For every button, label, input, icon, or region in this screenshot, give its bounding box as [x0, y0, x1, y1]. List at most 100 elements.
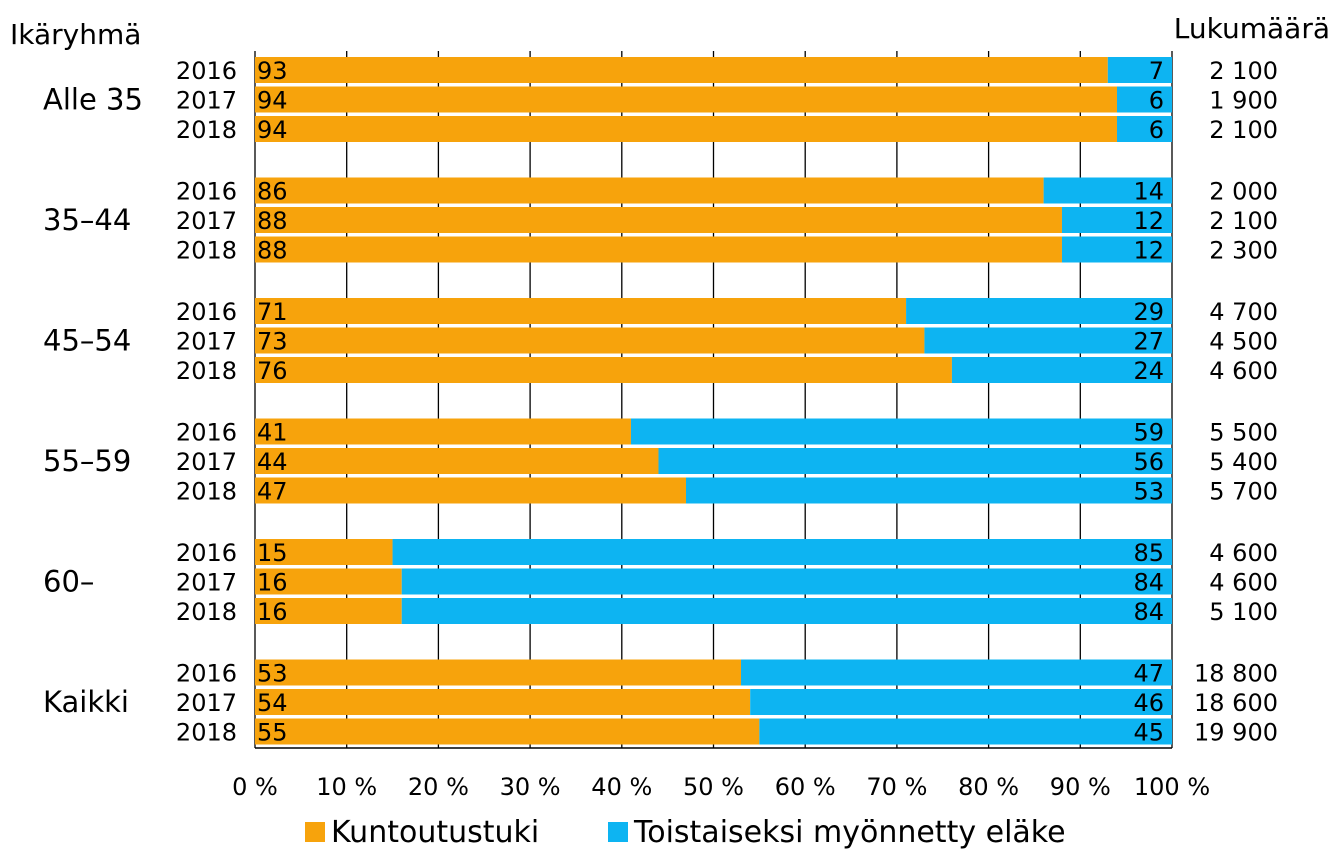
value-label-toistaiseksi: 59 — [1133, 419, 1164, 447]
year-label: 2017 — [176, 448, 237, 476]
year-label: 2018 — [176, 357, 237, 385]
count-label: 2 100 — [1209, 57, 1278, 85]
legend-swatch-toistaiseksi — [608, 822, 628, 842]
value-label-toistaiseksi: 84 — [1133, 598, 1164, 626]
count-label: 19 900 — [1194, 719, 1278, 747]
bar-segment-kuntoutustuki — [255, 236, 1062, 263]
count-label: 5 400 — [1209, 448, 1278, 476]
group-label: 35–44 — [43, 203, 131, 237]
value-label-kuntoutustuki: 94 — [257, 87, 288, 115]
value-label-toistaiseksi: 24 — [1133, 357, 1164, 385]
count-label: 5 500 — [1209, 419, 1278, 447]
count-label: 2 100 — [1209, 207, 1278, 235]
bar-segment-kuntoutustuki — [255, 659, 742, 686]
value-label-toistaiseksi: 53 — [1133, 478, 1164, 506]
bar-segment-toistaiseksi — [951, 357, 1172, 383]
year-label: 2016 — [176, 178, 237, 206]
value-label-kuntoutustuki: 16 — [257, 569, 288, 597]
value-label-toistaiseksi: 6 — [1149, 87, 1164, 115]
bar-segment-toistaiseksi — [685, 477, 1172, 504]
bar-segment-toistaiseksi — [750, 689, 1172, 715]
year-label: 2017 — [176, 207, 237, 235]
bar-segment-toistaiseksi — [401, 568, 1173, 595]
bar-segment-toistaiseksi — [906, 298, 1172, 324]
value-label-toistaiseksi: 47 — [1133, 660, 1164, 688]
bars — [255, 57, 1173, 745]
bar-segment-toistaiseksi — [1061, 236, 1172, 263]
value-label-kuntoutustuki: 76 — [257, 357, 288, 385]
count-label: 5 700 — [1209, 478, 1278, 506]
x-tick-label: 30 % — [500, 773, 561, 801]
bar-segment-kuntoutustuki — [255, 207, 1062, 233]
value-label-kuntoutustuki: 15 — [257, 539, 288, 567]
year-label: 2018 — [176, 116, 237, 144]
bar-segment-kuntoutustuki — [255, 327, 925, 354]
year-label: 2016 — [176, 660, 237, 688]
year-label: 2017 — [176, 328, 237, 356]
value-label-kuntoutustuki: 44 — [257, 448, 288, 476]
year-label: 2016 — [176, 298, 237, 326]
group-label: 55–59 — [43, 444, 131, 478]
value-label-toistaiseksi: 27 — [1133, 328, 1164, 356]
value-label-toistaiseksi: 46 — [1133, 689, 1164, 717]
x-axis: 0 % 10 % 20 % 30 % 40 % 50 % 60 % 70 % 80 % 90 % 1… — [232, 747, 1210, 801]
bar-segment-kuntoutustuki — [255, 357, 952, 383]
year-label: 2016 — [176, 57, 237, 85]
value-label-toistaiseksi: 12 — [1133, 237, 1164, 265]
bar-segment-kuntoutustuki — [255, 177, 1044, 204]
bar-segment-toistaiseksi — [1116, 86, 1172, 113]
value-label-kuntoutustuki: 16 — [257, 598, 288, 626]
bar-segment-toistaiseksi — [759, 718, 1172, 745]
bar-segment-kuntoutustuki — [255, 116, 1117, 142]
year-label: 2016 — [176, 419, 237, 447]
value-label-kuntoutustuki: 88 — [257, 207, 288, 235]
legend-label-toistaiseksi: Toistaiseksi myönnetty eläke — [634, 814, 1066, 850]
value-label-kuntoutustuki: 71 — [257, 298, 288, 326]
bar-segment-toistaiseksi — [1061, 207, 1172, 233]
count-label: 18 800 — [1194, 660, 1278, 688]
bar-segment-kuntoutustuki — [255, 418, 631, 445]
value-label-toistaiseksi: 7 — [1149, 57, 1164, 85]
bar-segment-toistaiseksi — [392, 539, 1172, 565]
bar-segment-toistaiseksi — [1043, 177, 1172, 204]
right-header: Lukumäärä — [1174, 12, 1330, 45]
bar-segment-toistaiseksi — [1116, 116, 1172, 142]
x-tick-label: 80 % — [958, 773, 1019, 801]
value-label-toistaiseksi: 84 — [1133, 569, 1164, 597]
year-label: 2018 — [176, 478, 237, 506]
legend-label-kuntoutustuki: Kuntoutustuki — [331, 814, 540, 850]
value-label-toistaiseksi: 29 — [1133, 298, 1164, 326]
value-label-kuntoutustuki: 86 — [257, 178, 288, 206]
x-tick-label: 100 % — [1134, 773, 1210, 801]
group-label: Alle 35 — [43, 83, 143, 117]
value-label-kuntoutustuki: 93 — [257, 57, 288, 85]
x-tick-label: 10 % — [316, 773, 377, 801]
bar-segment-kuntoutustuki — [255, 539, 393, 565]
value-label-toistaiseksi: 45 — [1133, 719, 1164, 747]
bar-segment-kuntoutustuki — [255, 86, 1117, 113]
value-label-toistaiseksi: 56 — [1133, 448, 1164, 476]
bar-segment-kuntoutustuki — [255, 689, 751, 715]
bar-segment-toistaiseksi — [924, 327, 1172, 354]
value-label-kuntoutustuki: 73 — [257, 328, 288, 356]
count-label: 2 100 — [1209, 116, 1278, 144]
year-label: 2018 — [176, 598, 237, 626]
bar-segment-toistaiseksi — [401, 598, 1173, 624]
group-label: 60– — [43, 565, 94, 599]
gridlines — [254, 51, 1173, 748]
legend-item-toistaiseksi: Toistaiseksi myönnetty eläke — [608, 812, 1066, 852]
x-tick-label: 70 % — [866, 773, 927, 801]
count-label: 2 000 — [1209, 178, 1278, 206]
x-tick-label: 50 % — [683, 773, 744, 801]
bar-segment-toistaiseksi — [741, 659, 1172, 686]
value-label-toistaiseksi: 14 — [1133, 178, 1164, 206]
count-label: 4 600 — [1209, 569, 1278, 597]
count-label: 4 600 — [1209, 539, 1278, 567]
legend: Kuntoutustuki Toistaiseksi myönnetty elä… — [0, 812, 1330, 852]
x-tick-label: 60 % — [775, 773, 836, 801]
year-label: 2017 — [176, 87, 237, 115]
left-header: Ikäryhmä — [10, 18, 141, 51]
count-label: 4 600 — [1209, 357, 1278, 385]
value-label-kuntoutustuki: 41 — [257, 419, 288, 447]
